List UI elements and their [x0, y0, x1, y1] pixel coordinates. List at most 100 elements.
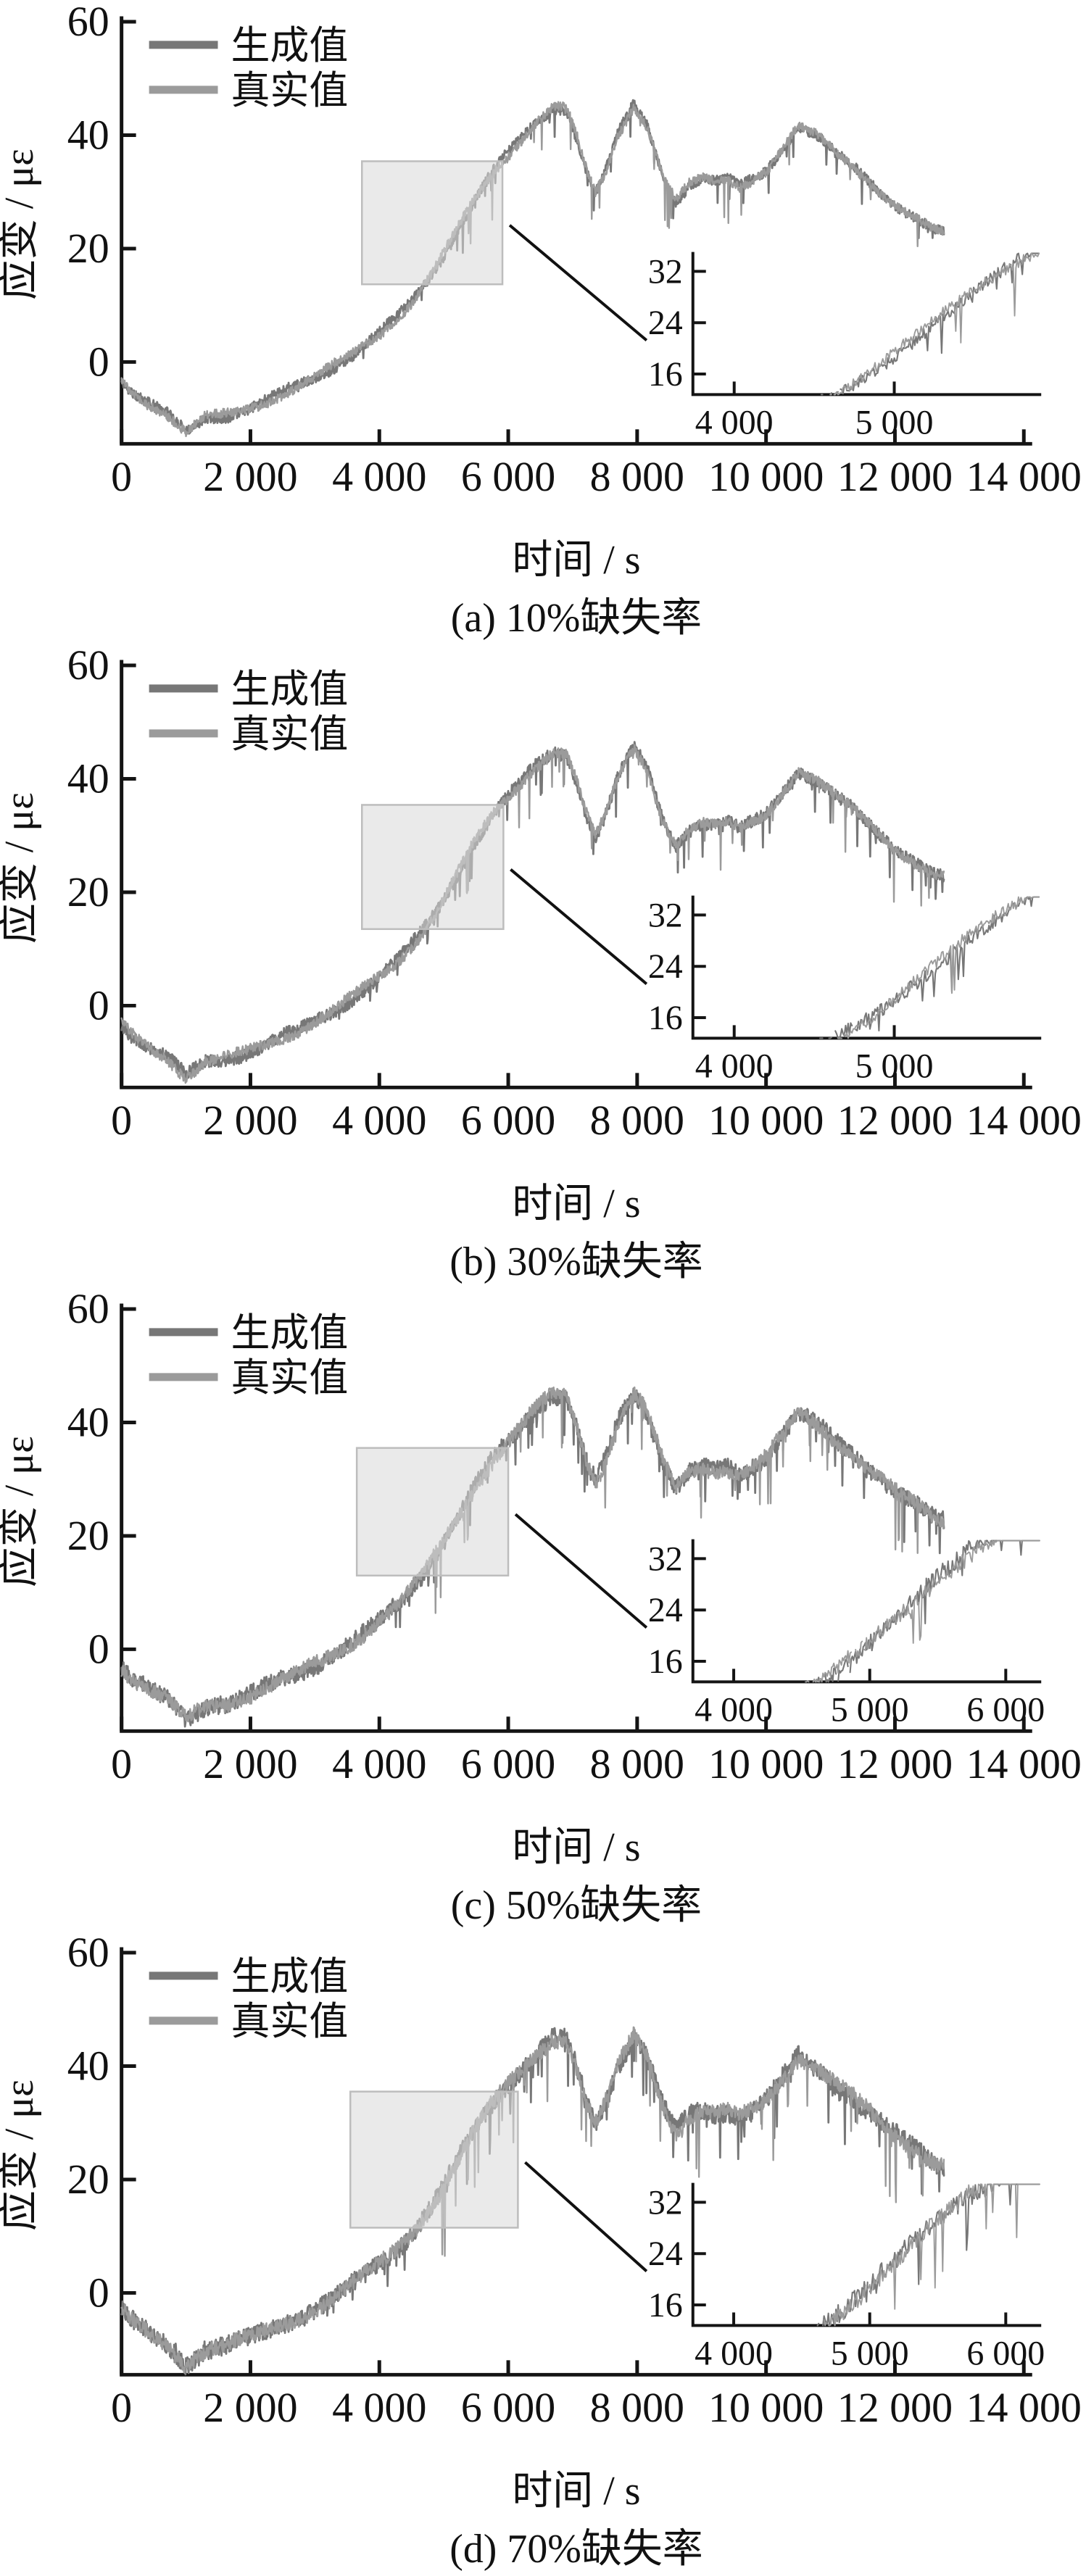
- series-real: [120, 744, 945, 1084]
- y-tick-label: 0: [88, 2269, 109, 2316]
- subfigure-b: 60 40 20 0 0 2 000 4 000 6 000 8 000 10 000 12 000…: [0, 644, 1086, 1287]
- callout-line: [524, 2161, 648, 2272]
- callout-line: [510, 868, 648, 985]
- y-tick-label: 60: [67, 644, 109, 689]
- chart-panel-c: 60 40 20 0 0 2 000 4 000 6 000 8 000 10 000 12 000…: [0, 1287, 1082, 1928]
- inset-x-tick-label: 5 000: [831, 1690, 909, 1729]
- x-tick-label: 14 000: [966, 1740, 1082, 1787]
- x-tick-label: 6 000: [461, 1740, 555, 1787]
- plot-area-d: 60 40 20 0 0 2 000 4 000 6 000 8 000 10 000 12 000…: [67, 1931, 1082, 2431]
- x-tick-label: 14 000: [966, 453, 1082, 500]
- x-tick-label: 4 000: [332, 2384, 426, 2431]
- x-tick-label: 12 000: [837, 1740, 953, 1787]
- inset-y-tick-label: 16: [648, 355, 683, 394]
- x-tick-label: 2 000: [203, 1740, 297, 1787]
- subfigure-d: 60 40 20 0 0 2 000 4 000 6 000 8 000 10 000 12 000…: [0, 1931, 1086, 2575]
- x-tick-label: 6 000: [461, 453, 555, 500]
- x-tick-label: 2 000: [203, 453, 297, 500]
- x-tick-label: 10 000: [708, 453, 824, 500]
- x-tick-label: 14 000: [966, 2384, 1082, 2431]
- x-tick-label: 0: [111, 1740, 132, 1787]
- callout-line: [514, 1513, 648, 1629]
- inset-y-tick-label: 32: [648, 2183, 683, 2222]
- y-axis-title: 应变 / με: [0, 149, 42, 300]
- legend-label-generated: 生成值: [231, 1311, 348, 1355]
- inset-axes: [691, 895, 1042, 1040]
- inset-y-tick-label: 24: [648, 304, 683, 342]
- x-tick-label: 0: [111, 453, 132, 500]
- axes: [120, 1303, 1032, 1733]
- y-axis-title: 应变 / με: [0, 2080, 42, 2231]
- axes: [120, 1947, 1032, 2377]
- y-tick-label: 0: [88, 338, 109, 385]
- caption: (c) 50%缺失率: [451, 1883, 702, 1928]
- series-real: [120, 2026, 945, 2374]
- x-tick-label: 10 000: [708, 2384, 824, 2431]
- inset-x-tick-label: 5 000: [855, 403, 934, 441]
- plot-area-a: 60 40 20 0 0 2 000 4 000 6 000 8 000 10 000 12 000…: [67, 0, 1082, 500]
- x-tick-label: 2 000: [203, 2384, 297, 2431]
- y-tick-label: 0: [88, 1625, 109, 1672]
- series-real: [120, 101, 945, 438]
- x-tick-label: 8 000: [590, 1740, 684, 1787]
- inset-series-real: [837, 896, 1040, 1039]
- inset-axes: [691, 1539, 1042, 1684]
- legend: 生成值 真实值: [149, 668, 348, 756]
- x-tick-label: 4 000: [332, 1740, 426, 1787]
- zoom-region-box: [361, 160, 504, 286]
- series-generated: [120, 741, 945, 1080]
- callout-line: [508, 224, 648, 342]
- legend-label-generated: 生成值: [231, 24, 348, 67]
- legend: 生成值 真实值: [149, 1955, 348, 2043]
- inset-y-tick-label: 24: [648, 947, 683, 986]
- y-tick-label: 40: [67, 755, 109, 802]
- x-tick-label: 10 000: [708, 1740, 824, 1787]
- inset-series-real: [823, 2183, 1040, 2327]
- y-axis-title: 应变 / με: [0, 792, 42, 944]
- plot-area-b: 60 40 20 0 0 2 000 4 000 6 000 8 000 10 000 12 000…: [67, 644, 1082, 1144]
- y-tick-label: 20: [67, 1512, 109, 1559]
- y-tick-label: 60: [67, 1287, 109, 1332]
- x-tick-label: 8 000: [590, 2384, 684, 2431]
- inset-series-generated: [816, 1540, 1040, 1683]
- inset-series-real: [805, 1540, 1040, 1683]
- inset-x-tick-label: 5 000: [855, 1047, 934, 1085]
- chart-panel-d: 60 40 20 0 0 2 000 4 000 6 000 8 000 10 000 12 000…: [0, 1931, 1082, 2572]
- y-tick-label: 40: [67, 111, 109, 158]
- x-tick-label: 4 000: [332, 1097, 426, 1144]
- caption: (a) 10%缺失率: [451, 596, 702, 641]
- inset-y-tick-label: 24: [648, 2235, 683, 2273]
- x-tick-label: 0: [111, 1097, 132, 1144]
- x-tick-label: 0: [111, 2384, 132, 2431]
- zoom-region-box: [349, 2090, 519, 2229]
- legend-label-generated: 生成值: [231, 1955, 348, 1998]
- y-tick-label: 20: [67, 2156, 109, 2203]
- inset-x-tick-label: 6 000: [966, 1690, 1045, 1729]
- x-axis-title: 时间 / s: [512, 538, 640, 583]
- legend-label-real: 真实值: [231, 712, 348, 756]
- legend: 生成值 真实值: [149, 1311, 348, 1400]
- x-tick-label: 8 000: [590, 1097, 684, 1144]
- inset-y-tick-label: 24: [648, 1591, 683, 1629]
- inset-x-tick-label: 4 000: [695, 1690, 773, 1729]
- x-tick-label: 10 000: [708, 1097, 824, 1144]
- inset-series-generated: [819, 896, 1040, 1039]
- legend-label-real: 真实值: [231, 2000, 348, 2043]
- x-tick-label: 14 000: [966, 1097, 1082, 1144]
- inset-y-tick-label: 16: [648, 2286, 683, 2324]
- y-tick-label: 20: [67, 868, 109, 915]
- inset-y-tick-label: 16: [648, 1642, 683, 1681]
- chart-panel-b: 60 40 20 0 0 2 000 4 000 6 000 8 000 10 000 12 000…: [0, 644, 1082, 1284]
- x-tick-label: 6 000: [461, 1097, 555, 1144]
- inset-x-tick-label: 5 000: [831, 2334, 909, 2372]
- x-tick-label: 6 000: [461, 2384, 555, 2431]
- subfigure-a: 60 40 20 0 0 2 000 4 000 6 000 8 000 10 000 12 000…: [0, 0, 1086, 644]
- x-axis-title: 时间 / s: [512, 1181, 640, 1226]
- legend-label-generated: 生成值: [231, 668, 348, 711]
- inset-x-tick-label: 6 000: [966, 2334, 1045, 2372]
- y-tick-label: 40: [67, 1398, 109, 1445]
- x-tick-label: 12 000: [837, 453, 953, 500]
- x-axis-title: 时间 / s: [512, 1825, 640, 1870]
- zoom-region-box: [355, 1447, 510, 1576]
- y-tick-label: 20: [67, 225, 109, 272]
